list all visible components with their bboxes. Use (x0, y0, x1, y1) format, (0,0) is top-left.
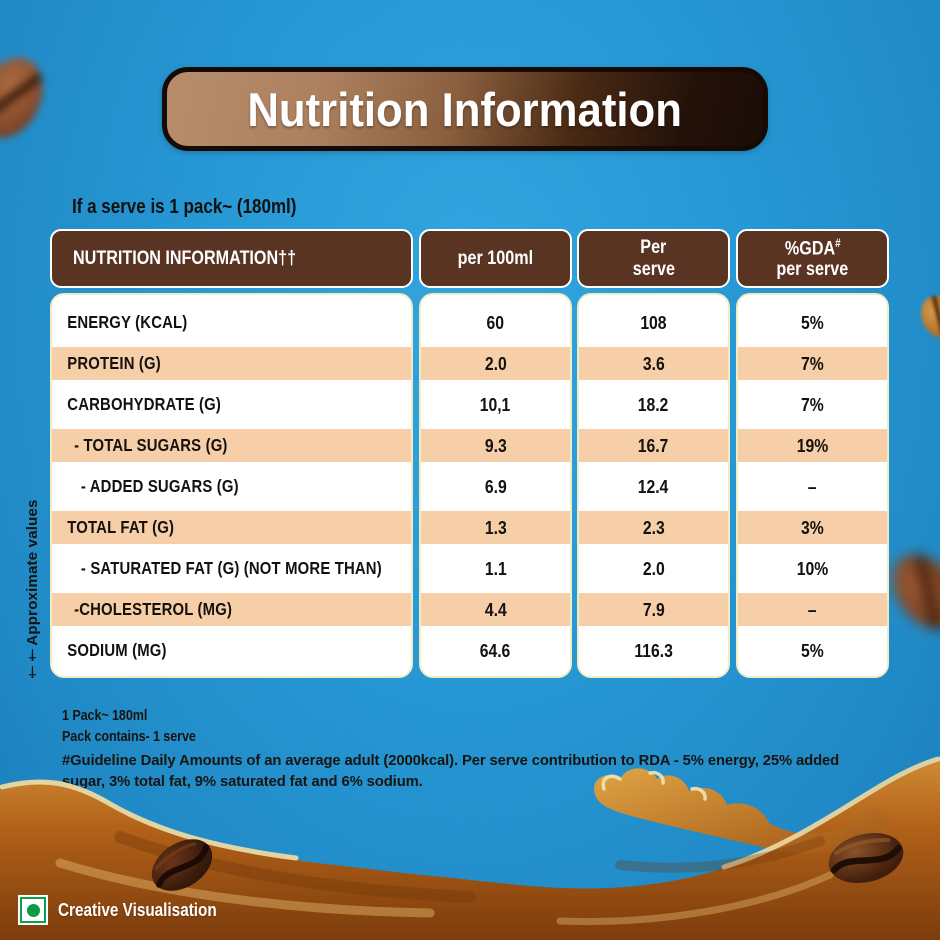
table-row: PROTEIN (G) (52, 343, 411, 384)
serving-note: If a serve is 1 pack~ (180ml) (72, 196, 297, 218)
value-per-serve: 2.0 (642, 557, 665, 579)
value-per-serve: 2.3 (642, 516, 665, 538)
value-per-serve: 116.3 (634, 639, 673, 661)
table-row: 5% (738, 630, 887, 671)
table-row: - SATURATED FAT (G) (NOT MORE THAN) (52, 548, 411, 589)
table-header-nutrition: NUTRITION INFORMATION†† (50, 229, 413, 288)
value-per-100ml: 60 (486, 311, 505, 333)
value-per-100ml: 6.9 (484, 475, 507, 497)
table-row: – (738, 466, 887, 507)
value-per-100ml: 2.0 (484, 352, 507, 374)
table-row: - TOTAL SUGARS (G) (52, 425, 411, 466)
table-row: SODIUM (MG) (52, 630, 411, 671)
table-row: 3% (738, 507, 887, 548)
table-column-per-100ml: 60 2.0 10,1 9.3 6.9 1.3 1.1 4.4 64.6 (419, 293, 572, 678)
footnote-pack-size: 1 Pack~ 180ml (62, 708, 148, 724)
value-gda-per-serve: – (808, 598, 817, 620)
table-row: 3.6 (579, 343, 728, 384)
coffee-bean-icon (914, 289, 940, 345)
table-header-gda: %GDA# per serve (736, 229, 889, 288)
row-label: - ADDED SUGARS (G) (80, 476, 239, 496)
row-label: -CHOLESTEROL (MG) (74, 599, 233, 619)
table-row: 10,1 (421, 384, 570, 425)
creative-visualisation-label: Creative Visualisation (58, 900, 217, 920)
table-row: 5% (738, 302, 887, 343)
table-row: 108 (579, 302, 728, 343)
table-header-per-100ml: per 100ml (419, 229, 572, 288)
value-per-100ml: 64.6 (480, 639, 511, 661)
value-gda-per-serve: – (808, 475, 817, 497)
table-row: 64.6 (421, 630, 570, 671)
table-row: TOTAL FAT (G) (52, 507, 411, 548)
table-row: 1.1 (421, 548, 570, 589)
value-gda-per-serve: 5% (801, 639, 824, 661)
row-label: PROTEIN (G) (67, 353, 161, 373)
value-gda-per-serve: 7% (801, 352, 824, 374)
row-label: CARBOHYDRATE (G) (67, 394, 221, 414)
table-row: -CHOLESTEROL (MG) (52, 589, 411, 630)
vegetarian-green-dot-icon (20, 897, 46, 923)
table-column-per-serve: 108 3.6 18.2 16.7 12.4 2.3 2.0 7.9 116.3 (577, 293, 730, 678)
value-per-serve: 108 (640, 311, 667, 333)
value-per-serve: 3.6 (642, 352, 665, 374)
value-gda-per-serve: 5% (801, 311, 824, 333)
value-per-serve: 16.7 (638, 434, 669, 456)
table-row: ENERGY (KCAL) (52, 302, 411, 343)
value-per-100ml: 10,1 (480, 393, 511, 415)
row-label: ENERGY (KCAL) (67, 312, 188, 332)
value-per-serve: 12.4 (638, 475, 669, 497)
value-per-100ml: 4.4 (484, 598, 507, 620)
table-row: CARBOHYDRATE (G) (52, 384, 411, 425)
table-row: 9.3 (421, 425, 570, 466)
row-label: - TOTAL SUGARS (G) (74, 435, 228, 455)
table-row: 12.4 (579, 466, 728, 507)
page-title: Nutrition Information (247, 82, 683, 136)
value-per-serve: 18.2 (638, 393, 669, 415)
table-row: 2.0 (579, 548, 728, 589)
coffee-bean-icon (0, 47, 56, 149)
table-row: 7% (738, 384, 887, 425)
table-row: 1.3 (421, 507, 570, 548)
table-row: 2.3 (579, 507, 728, 548)
table-row: 7.9 (579, 589, 728, 630)
table-row: 60 (421, 302, 570, 343)
table-row: 6.9 (421, 466, 570, 507)
value-per-serve: 7.9 (642, 598, 665, 620)
table-row: – (738, 589, 887, 630)
value-gda-per-serve: 10% (796, 557, 829, 579)
table-column-gda: 5% 7% 7% 19% – 3% 10% – 5% (736, 293, 889, 678)
table-row: 7% (738, 343, 887, 384)
value-per-100ml: 9.3 (484, 434, 507, 456)
table-row: - ADDED SUGARS (G) (52, 466, 411, 507)
row-label: - SATURATED FAT (G) (NOT MORE THAN) (80, 558, 382, 578)
value-gda-per-serve: 3% (801, 516, 824, 538)
row-label: TOTAL FAT (G) (67, 517, 175, 537)
value-per-100ml: 1.1 (484, 557, 507, 579)
approximate-values-note: ††Approximate values (24, 499, 41, 681)
table-row: 10% (738, 548, 887, 589)
value-gda-per-serve: 19% (796, 434, 829, 456)
table-row: 18.2 (579, 384, 728, 425)
table-row: 116.3 (579, 630, 728, 671)
table-row: 19% (738, 425, 887, 466)
value-per-100ml: 1.3 (484, 516, 507, 538)
table-row: 16.7 (579, 425, 728, 466)
row-label: SODIUM (MG) (67, 640, 167, 660)
value-gda-per-serve: 7% (801, 393, 824, 415)
table-row: 4.4 (421, 589, 570, 630)
table-row: 2.0 (421, 343, 570, 384)
footnote-pack-contains: Pack contains- 1 serve (62, 728, 196, 745)
title-banner: Nutrition Information (162, 67, 768, 151)
table-header-per-serve: Per serve (577, 229, 730, 288)
table-column-labels: ENERGY (KCAL) PROTEIN (G) CARBOHYDRATE (G)… (50, 293, 413, 678)
